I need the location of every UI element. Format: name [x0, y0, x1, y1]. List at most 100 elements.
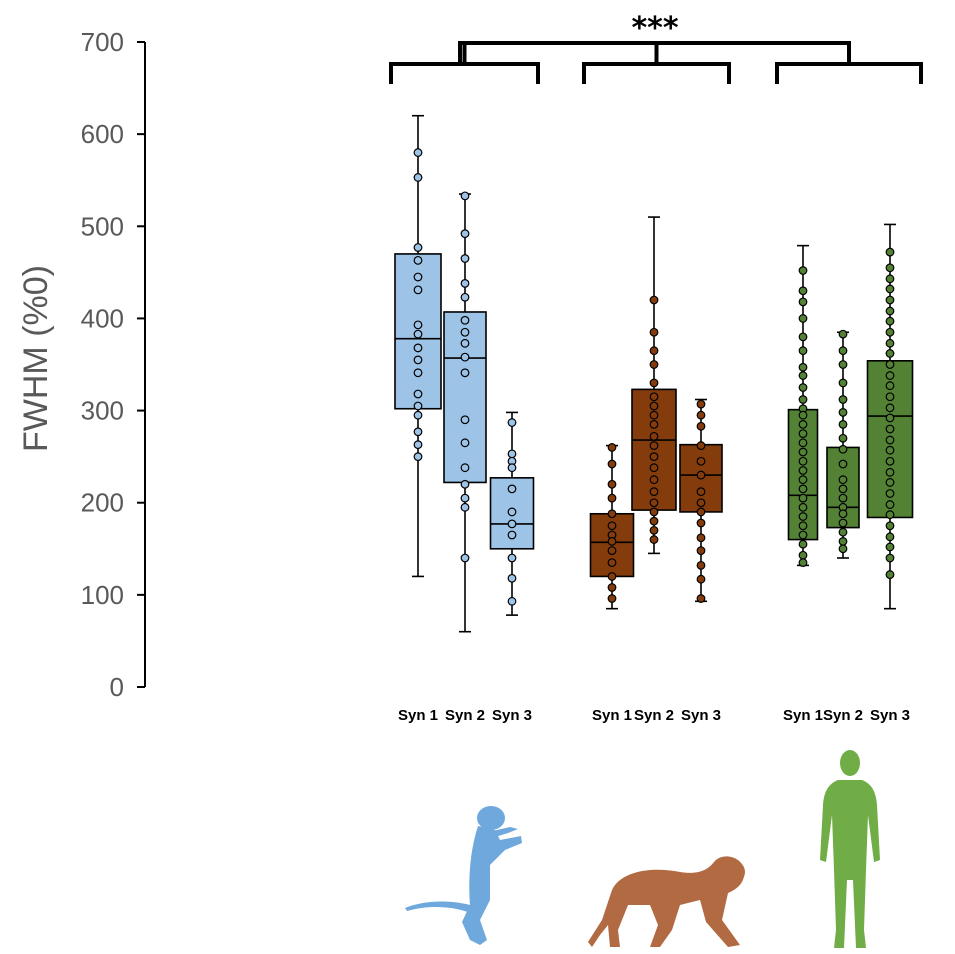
top-bracket	[458, 41, 851, 62]
data-point	[413, 148, 423, 157]
data-point	[607, 479, 617, 489]
monkey-sitting-icon	[405, 806, 522, 945]
group-bracket	[389, 62, 540, 84]
data-point	[885, 435, 895, 445]
group-3	[787, 223, 914, 610]
group-2	[589, 216, 723, 610]
data-point	[885, 456, 895, 466]
data-point	[885, 478, 895, 487]
x-category-label: Syn 2	[823, 707, 863, 724]
data-point	[649, 401, 659, 411]
data-point	[607, 558, 617, 568]
data-point	[885, 413, 895, 423]
data-point	[607, 443, 617, 452]
data-point	[649, 410, 659, 420]
x-category-label: Syn 1	[783, 707, 823, 724]
data-point	[885, 553, 895, 563]
data-point	[649, 419, 659, 429]
data-point	[838, 544, 848, 554]
data-point	[413, 401, 423, 411]
data-point	[460, 229, 470, 239]
data-point	[798, 521, 808, 531]
data-point	[649, 516, 659, 526]
data-point	[607, 583, 617, 592]
x-category-label: Syn 2	[634, 707, 674, 724]
data-point	[460, 493, 470, 503]
y-tick-label: 0	[110, 672, 124, 702]
group-bracket	[582, 62, 731, 84]
x-category-label: Syn 3	[681, 707, 721, 724]
data-point	[507, 449, 517, 459]
data-point	[507, 530, 517, 540]
box-1-2	[443, 191, 487, 633]
data-point	[838, 329, 848, 339]
box-1-1	[394, 114, 442, 578]
data-point	[696, 507, 706, 517]
y-tick-label: 700	[81, 27, 124, 57]
data-point	[838, 378, 848, 388]
data-point	[460, 553, 470, 563]
data-point	[798, 456, 808, 466]
significance-label: ***	[631, 11, 678, 46]
data-point	[798, 429, 808, 439]
data-point	[696, 487, 706, 497]
x-category-label: Syn 3	[492, 707, 532, 724]
data-point	[838, 395, 848, 404]
data-point	[838, 509, 848, 519]
data-point	[460, 338, 470, 348]
data-point	[838, 537, 848, 546]
data-point	[413, 389, 423, 399]
data-point	[798, 419, 808, 429]
data-point	[696, 574, 706, 584]
data-point	[798, 332, 808, 342]
data-point	[885, 349, 895, 358]
data-point	[885, 360, 895, 369]
data-point	[798, 530, 808, 540]
data-point	[838, 493, 848, 503]
data-point	[649, 487, 659, 497]
data-point	[649, 525, 659, 535]
data-point	[885, 392, 895, 402]
data-point	[413, 368, 423, 378]
data-point	[696, 498, 706, 508]
data-point	[607, 572, 617, 581]
data-point	[649, 452, 659, 462]
data-point	[885, 521, 895, 531]
data-point	[413, 427, 423, 437]
data-point	[696, 399, 706, 409]
data-point	[607, 493, 617, 503]
data-point	[885, 424, 895, 434]
data-point	[798, 539, 808, 549]
data-point	[696, 410, 706, 420]
data-point	[460, 292, 470, 302]
data-point	[696, 594, 706, 603]
data-point	[507, 573, 517, 583]
data-point	[460, 463, 470, 473]
data-point	[838, 527, 848, 537]
category-labels: Syn 1 Syn 2 Syn 3 Syn 1 Syn 2 Syn 3 Syn 1 Syn 2…	[398, 707, 910, 724]
data-point	[607, 509, 617, 519]
data-point	[413, 343, 423, 353]
data-point	[798, 475, 808, 485]
data-point	[885, 247, 895, 257]
data-point	[507, 484, 517, 494]
data-point	[838, 419, 848, 429]
data-point	[649, 392, 659, 402]
significance-bracket	[389, 41, 923, 84]
data-point	[885, 274, 895, 284]
data-point	[798, 266, 808, 275]
data-point	[413, 410, 423, 420]
data-point	[696, 533, 706, 543]
data-point	[798, 550, 808, 560]
data-point	[649, 441, 659, 450]
data-point	[413, 173, 423, 182]
data-point	[607, 459, 617, 469]
data-point	[649, 535, 659, 544]
data-point	[696, 518, 706, 528]
y-axis-label: FWHM (%0)	[17, 265, 55, 452]
data-point	[798, 346, 808, 356]
data-point	[885, 445, 895, 455]
data-point	[838, 408, 848, 417]
data-point	[507, 596, 517, 606]
